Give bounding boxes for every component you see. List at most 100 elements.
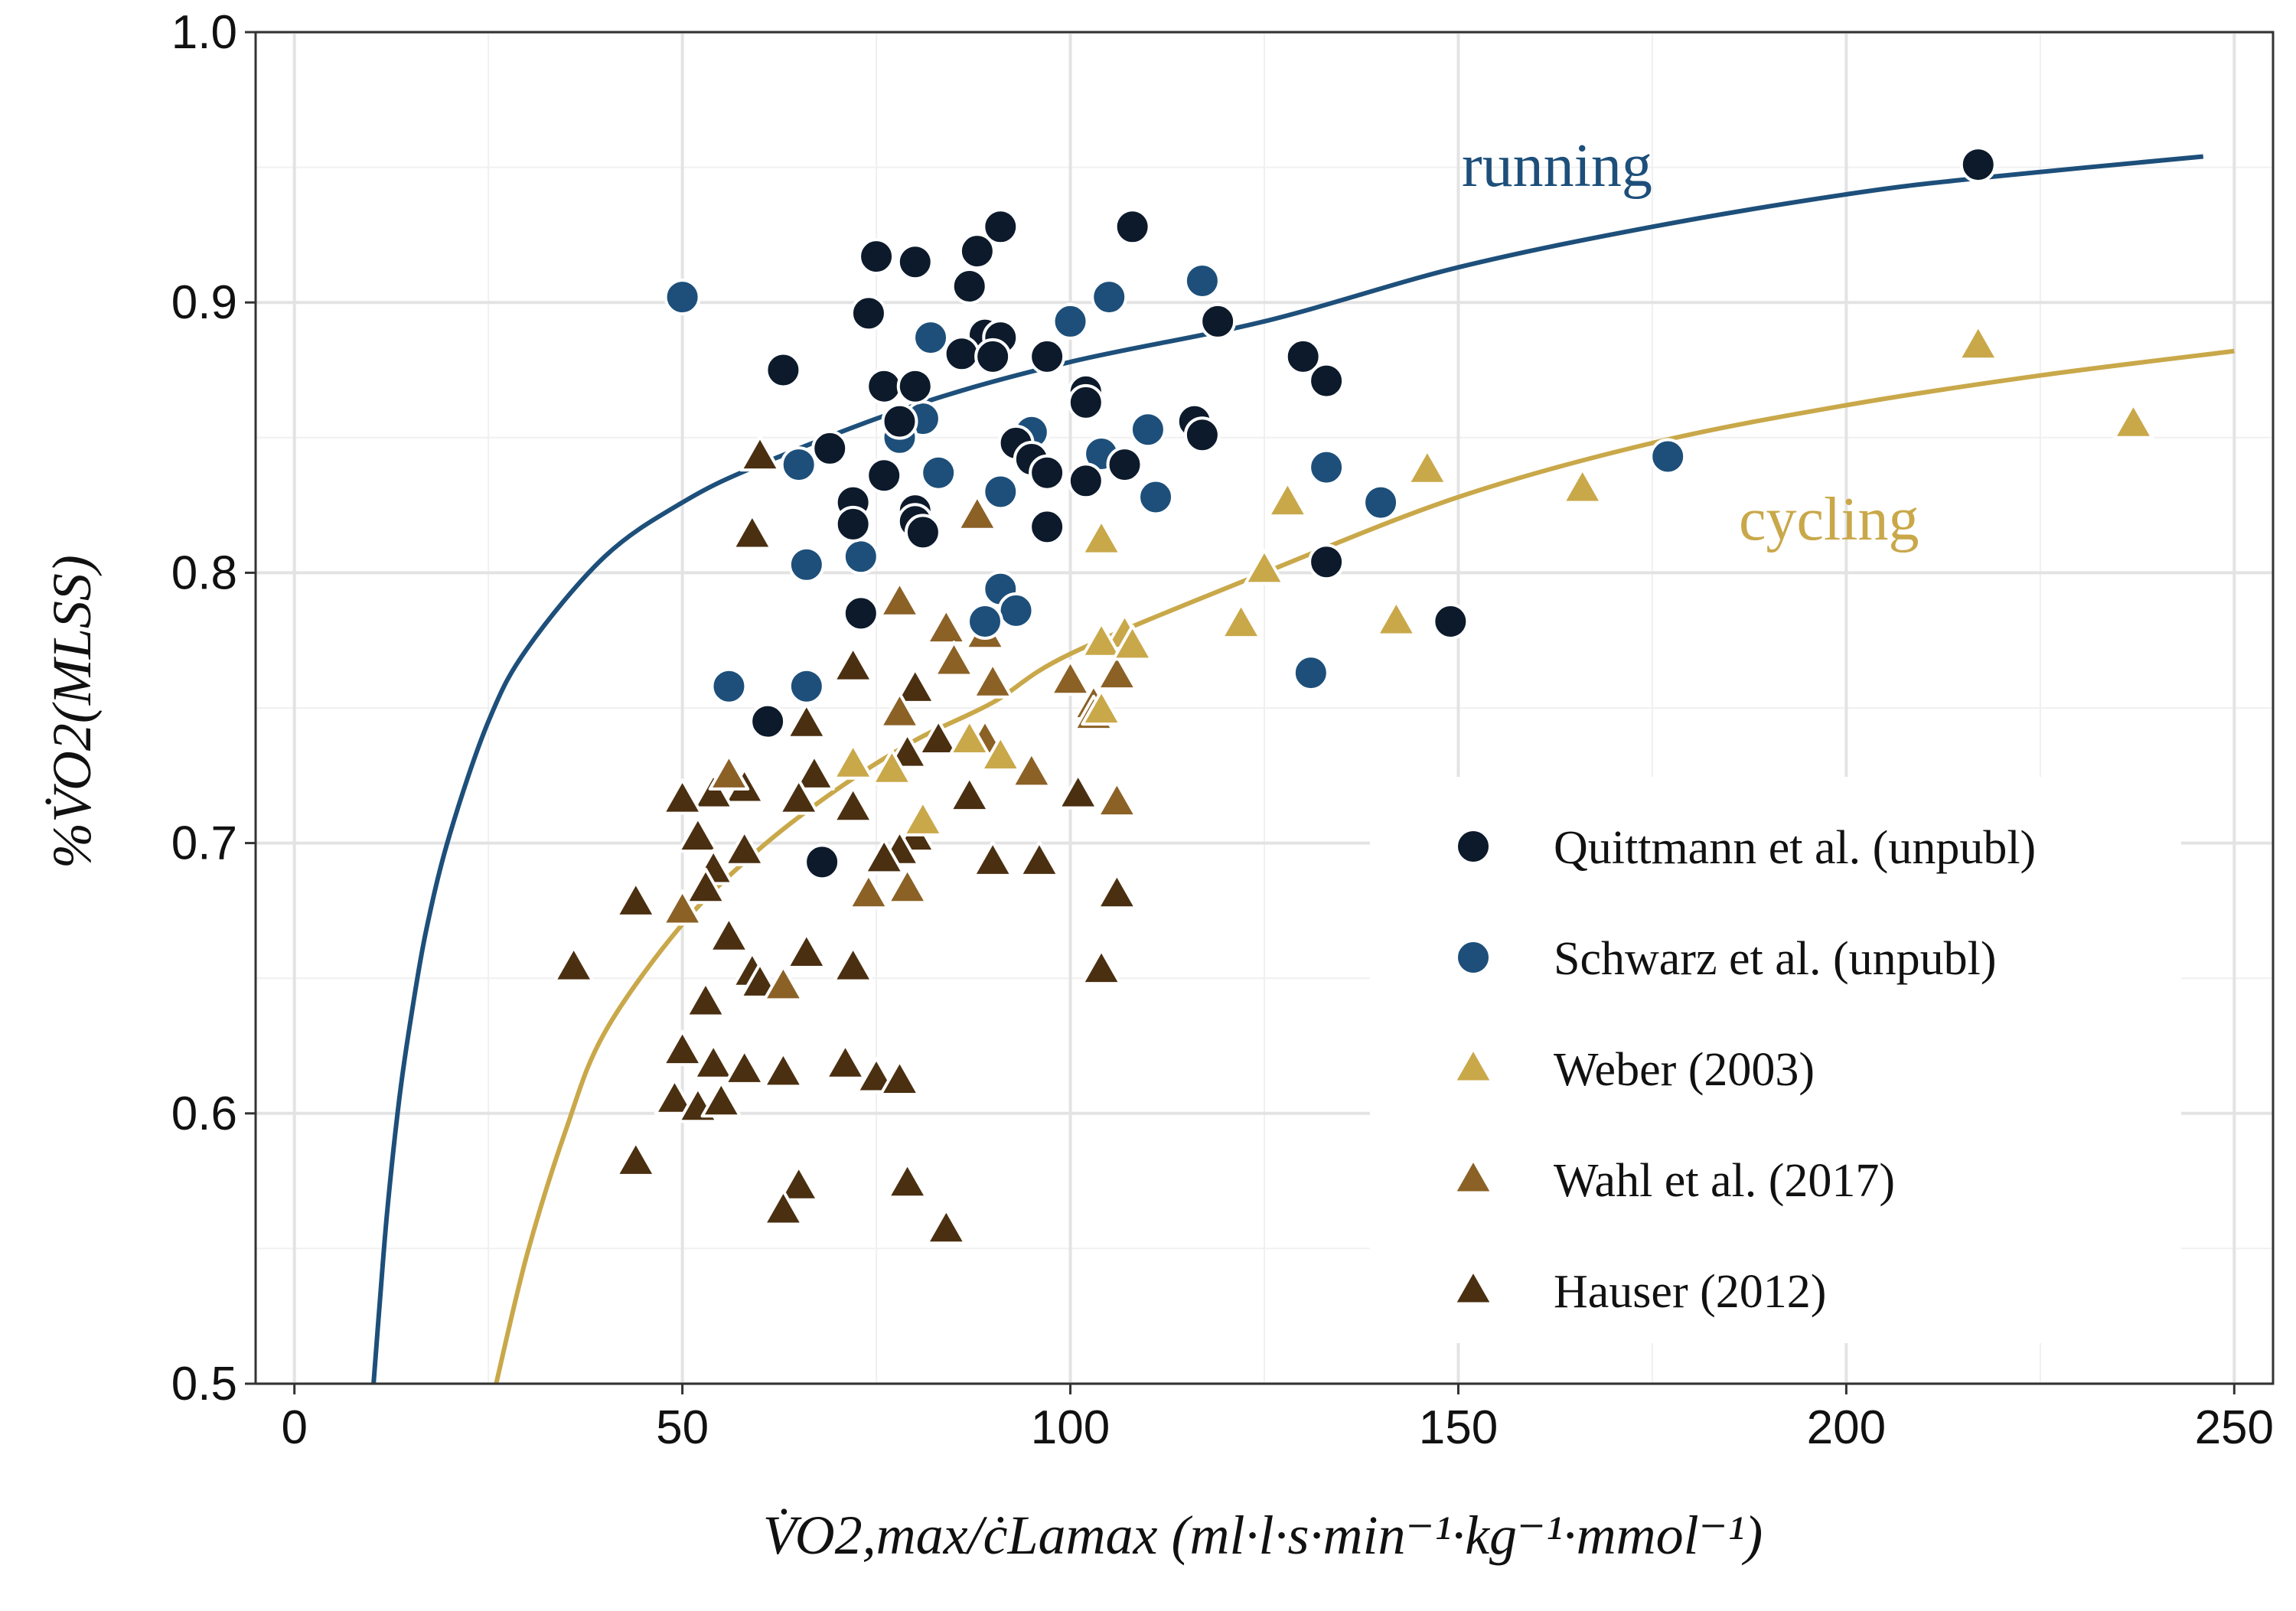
data-point	[788, 667, 825, 705]
data-point	[904, 514, 941, 551]
y-axis-title: %V̇O2(MLSS)	[41, 555, 103, 869]
data-point	[1081, 519, 1122, 556]
y-tick-label: 1.0	[171, 6, 237, 59]
data-point	[895, 667, 936, 704]
data-point	[951, 268, 988, 305]
data-point	[1959, 146, 1997, 184]
data-point	[948, 719, 990, 755]
data-point	[943, 335, 980, 373]
data-point	[1096, 872, 1138, 910]
legend-key-marker	[1453, 1269, 1494, 1306]
data-point	[982, 473, 1019, 510]
data-point	[1114, 208, 1151, 246]
data-point	[1244, 548, 1285, 585]
data-point	[661, 778, 703, 815]
data-point	[762, 1051, 804, 1088]
data-point	[842, 595, 879, 632]
data-point	[1129, 411, 1166, 448]
data-point	[1011, 751, 1052, 788]
legend-item-label: Hauser (2012)	[1554, 1266, 1826, 1318]
y-tick-label: 0.7	[171, 817, 237, 870]
data-point	[980, 735, 1022, 772]
data-point	[765, 351, 802, 389]
data-point	[615, 881, 657, 918]
data-point	[677, 816, 719, 853]
data-point	[886, 867, 928, 905]
data-point	[925, 1208, 967, 1245]
data-point	[700, 1081, 742, 1118]
legend-item-label: Schwarz et al. (unpubl)	[1554, 933, 1996, 985]
data-point	[739, 435, 781, 472]
data-point	[824, 1043, 866, 1080]
data-point	[615, 1140, 657, 1177]
data-point	[1362, 484, 1400, 521]
data-point	[912, 319, 950, 357]
data-point	[1308, 448, 1345, 486]
data-point	[1957, 324, 1999, 361]
data-point	[842, 538, 879, 576]
data-point	[997, 592, 1035, 629]
data-point	[879, 1059, 921, 1096]
data-point	[1081, 621, 1122, 658]
y-tick-label: 0.9	[171, 276, 237, 329]
data-point	[749, 703, 787, 740]
data-point	[1081, 689, 1122, 726]
data-points	[553, 146, 2154, 1245]
data-point	[933, 641, 975, 677]
y-tick-label: 0.6	[171, 1088, 237, 1140]
x-tick-label: 150	[1419, 1401, 1498, 1454]
data-point	[762, 1189, 804, 1226]
x-tick-label: 250	[2195, 1401, 2274, 1454]
legend-key-marker	[1455, 828, 1492, 865]
data-point	[832, 743, 874, 780]
legend: Quittmann et al. (unpubl) Schwarz et al. …	[1370, 777, 2181, 1343]
legend-key-marker	[1453, 1047, 1494, 1084]
data-point	[1029, 508, 1066, 546]
data-point	[553, 946, 595, 983]
data-point	[879, 581, 921, 618]
data-point	[685, 867, 726, 905]
data-point	[1407, 448, 1448, 485]
data-point	[974, 338, 1012, 375]
data-point	[972, 840, 1013, 877]
data-point	[778, 778, 820, 815]
data-point	[1137, 478, 1175, 516]
data-point	[879, 692, 921, 729]
data-point	[832, 786, 874, 823]
data-point	[708, 916, 750, 953]
data-point	[1649, 438, 1687, 475]
data-point	[948, 775, 990, 813]
data-point	[1052, 302, 1089, 340]
data-point	[786, 932, 827, 969]
data-point	[832, 646, 874, 683]
data-point	[958, 233, 996, 270]
data-point	[685, 981, 726, 1018]
legend-key-marker	[1453, 1158, 1494, 1195]
data-point	[661, 1029, 703, 1067]
data-point	[1267, 481, 1309, 518]
data-point	[780, 446, 817, 484]
data-point	[1096, 654, 1138, 691]
data-point	[866, 367, 903, 405]
cycling-curve-label: cycling	[1739, 486, 1919, 553]
x-tick-label: 0	[281, 1401, 307, 1454]
data-point	[1019, 840, 1060, 877]
data-point	[832, 946, 874, 983]
data-point	[863, 837, 905, 875]
data-point	[693, 1043, 734, 1080]
data-point	[1029, 454, 1066, 491]
data-point	[1308, 543, 1345, 581]
data-point	[918, 719, 959, 755]
data-point	[1183, 416, 1221, 454]
data-point	[1308, 362, 1345, 399]
plot-panel-border	[254, 31, 2275, 1385]
data-point	[1029, 338, 1066, 375]
legend-key-marker	[1455, 939, 1492, 976]
data-point	[1432, 602, 1469, 640]
data-point	[1220, 602, 1262, 640]
cycling-fit-curve	[494, 348, 2235, 1384]
data-point	[1111, 624, 1153, 661]
data-point	[1106, 446, 1143, 484]
data-point	[866, 457, 903, 494]
